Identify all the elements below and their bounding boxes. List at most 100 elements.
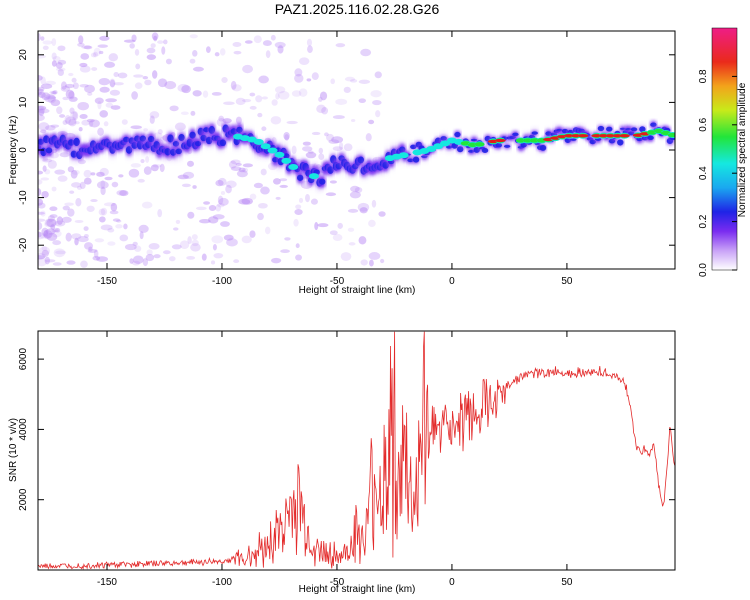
noise-blob	[349, 79, 358, 83]
noise-blob	[191, 239, 199, 247]
noise-blob	[208, 216, 219, 224]
band-core-cyan	[274, 151, 285, 158]
colorbar: 0.0 0.2 0.4 0.6 0.8 Normalized spectral ampl…	[698, 27, 748, 277]
noise-blob	[235, 162, 242, 167]
noise-blob	[199, 219, 211, 224]
noise-blob	[56, 216, 63, 225]
noise-blob	[78, 35, 84, 44]
noise-blob	[50, 224, 56, 230]
noise-blob	[370, 90, 382, 98]
noise-blob	[368, 219, 376, 228]
noise-blob	[218, 197, 229, 206]
noise-blob	[291, 90, 302, 97]
noise-blob	[318, 153, 325, 161]
noise-blob	[68, 90, 75, 100]
noise-blob	[191, 234, 198, 240]
noise-blob	[372, 100, 382, 106]
noise-blob	[310, 198, 318, 205]
noise-blob	[94, 97, 104, 104]
noise-blob	[153, 132, 163, 140]
noise-blob	[38, 114, 45, 122]
noise-blob	[360, 48, 372, 57]
band-blob	[164, 148, 171, 156]
noise-blob	[38, 105, 45, 115]
noise-blob	[38, 75, 43, 81]
noise-blob	[77, 101, 90, 111]
band-blob	[327, 166, 334, 174]
band-core-cyan	[398, 152, 409, 159]
noise-blob	[294, 73, 304, 83]
noise-blob	[261, 126, 267, 131]
band-blob	[539, 144, 547, 151]
snr-x-tick-label: 0	[449, 577, 455, 588]
noise-blob	[177, 174, 189, 180]
noise-blob	[212, 244, 217, 251]
noise-blob	[98, 208, 106, 216]
noise-blob	[138, 224, 149, 233]
noise-blob	[210, 260, 216, 265]
noise-blob	[314, 222, 319, 231]
band-blob	[407, 158, 414, 163]
noise-blob	[81, 119, 90, 126]
noise-blob	[84, 84, 96, 94]
noise-blob	[77, 236, 89, 243]
noise-blob	[70, 111, 78, 120]
noise-blob	[78, 127, 83, 132]
noise-blob	[151, 32, 159, 41]
noise-blob	[195, 206, 207, 211]
noise-blob	[80, 260, 88, 268]
noise-blob	[67, 208, 75, 217]
noise-blob	[54, 220, 66, 227]
band-core-cyan	[253, 138, 264, 145]
noise-blob	[134, 82, 143, 89]
noise-blob	[157, 209, 163, 218]
noise-blob	[90, 52, 97, 58]
noise-blob	[86, 205, 95, 212]
noise-blob	[71, 182, 82, 188]
noise-blob	[50, 99, 61, 107]
noise-blob	[133, 74, 144, 78]
band-blob	[175, 148, 182, 155]
noise-blob	[51, 228, 59, 233]
noise-blob	[124, 243, 137, 251]
band-blob	[570, 138, 577, 141]
spectrogram-x-tick-label: -150	[97, 276, 117, 287]
noise-blob	[307, 45, 313, 53]
band-blob	[520, 142, 527, 148]
noise-blob	[223, 101, 235, 105]
noise-blob	[190, 110, 196, 116]
noise-blob	[131, 34, 137, 42]
band-blob	[445, 145, 453, 149]
noise-blob	[67, 166, 75, 173]
spectrogram-y-tick-label: -10	[18, 190, 29, 205]
noise-blob	[132, 255, 144, 264]
band-blob	[319, 178, 326, 185]
noise-blob	[146, 47, 156, 54]
noise-blob	[38, 108, 50, 114]
noise-blob	[38, 91, 46, 98]
noise-blob	[100, 224, 113, 231]
noise-blob	[277, 45, 284, 54]
noise-blob	[100, 186, 106, 196]
noise-blob	[211, 235, 224, 244]
snr-panel: -150 -100 -50 0 50 2000 4000 6000 Height of st…	[8, 330, 676, 595]
noise-blob	[40, 177, 50, 181]
noise-blob	[121, 119, 128, 125]
figure-title: PAZ1.2025.116.02.28.G26	[275, 1, 440, 17]
noise-blob	[38, 108, 45, 117]
noise-blob	[83, 169, 92, 178]
noise-blob	[71, 233, 82, 240]
band-blob	[123, 136, 130, 143]
noise-blob	[187, 236, 192, 245]
noise-blob	[99, 110, 109, 118]
noise-blob	[99, 35, 110, 41]
noise-blob	[57, 59, 67, 65]
noise-blob	[159, 163, 165, 173]
noise-blob	[307, 150, 314, 154]
noise-blob	[89, 119, 100, 128]
noise-blob	[291, 145, 297, 155]
noise-blob	[116, 189, 127, 196]
noise-blob	[331, 136, 344, 144]
snr-y-ticks: 2000 4000 6000	[18, 348, 675, 511]
noise-blob	[332, 233, 343, 241]
